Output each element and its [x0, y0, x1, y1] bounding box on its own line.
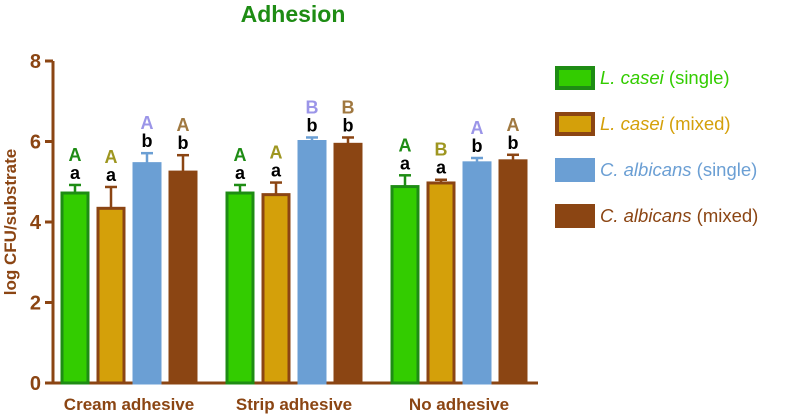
significance-letter-uppercase: A	[399, 135, 412, 155]
significance-letter-uppercase: A	[507, 115, 520, 135]
significance-letter-lowercase: b	[472, 136, 483, 156]
significance-letter-uppercase: A	[471, 118, 484, 138]
y-tick-label: 4	[30, 212, 42, 234]
legend-label: C. albicans (mixed)	[600, 205, 759, 226]
legend-swatch	[555, 112, 595, 136]
significance-letter-uppercase: B	[306, 97, 319, 117]
significance-letter-lowercase: a	[70, 163, 81, 183]
significance-letter-uppercase: A	[105, 147, 118, 167]
significance-letter-uppercase: A	[141, 113, 154, 133]
significance-letter-lowercase: a	[106, 165, 117, 185]
legend-item-l-casei-mixed: L. casei (mixed)	[555, 108, 795, 143]
x-tick-label: No adhesive	[409, 395, 509, 414]
bar	[426, 181, 456, 385]
x-tick-label: Strip adhesive	[236, 395, 352, 414]
significance-letter-uppercase: A	[234, 145, 247, 165]
y-tick-label: 0	[30, 373, 41, 395]
legend-swatch	[555, 66, 595, 90]
bar	[390, 185, 420, 385]
legend-swatch	[555, 204, 595, 228]
bar	[333, 142, 363, 385]
legend-label: L. casei (mixed)	[600, 113, 731, 134]
bar	[60, 191, 90, 385]
significance-letter-uppercase: A	[270, 143, 283, 163]
significance-letter-lowercase: a	[436, 158, 447, 178]
legend-item-c-albicans-single: C. albicans (single)	[555, 154, 795, 189]
y-tick-label: 2	[30, 293, 41, 315]
legend-label: L. casei (single)	[600, 67, 730, 88]
legend-item-c-albicans-mixed: C. albicans (mixed)	[555, 200, 795, 235]
significance-letter-uppercase: B	[342, 97, 355, 117]
bar	[297, 140, 327, 385]
legend: L. casei (single) L. casei (mixed) C. al…	[555, 62, 795, 246]
significance-letter-uppercase: A	[69, 145, 82, 165]
significance-letter-lowercase: a	[271, 161, 282, 181]
bar	[225, 191, 255, 385]
y-tick-label: 8	[30, 51, 41, 73]
significance-letter-lowercase: a	[400, 153, 411, 173]
y-axis-label: log CFU/substrate	[1, 149, 20, 295]
legend-item-l-casei-single: L. casei (single)	[555, 62, 795, 97]
bar	[462, 161, 492, 385]
significance-letter-lowercase: a	[235, 163, 246, 183]
bar	[132, 162, 162, 385]
significance-letter-lowercase: b	[178, 133, 189, 153]
significance-letter-uppercase: B	[435, 140, 448, 160]
bar	[96, 206, 126, 385]
chart-title: Adhesion	[241, 1, 346, 27]
significance-letter-lowercase: b	[508, 133, 519, 153]
bar	[261, 193, 291, 385]
bar	[168, 170, 198, 385]
significance-letter-lowercase: b	[307, 115, 318, 135]
significance-letter-lowercase: b	[343, 115, 354, 135]
legend-label: C. albicans (single)	[600, 159, 758, 180]
y-tick-label: 6	[30, 132, 41, 154]
bar	[498, 159, 528, 385]
significance-letter-lowercase: b	[142, 131, 153, 151]
significance-letter-uppercase: A	[177, 115, 190, 135]
legend-swatch	[555, 158, 595, 182]
x-tick-label: Cream adhesive	[64, 395, 194, 414]
